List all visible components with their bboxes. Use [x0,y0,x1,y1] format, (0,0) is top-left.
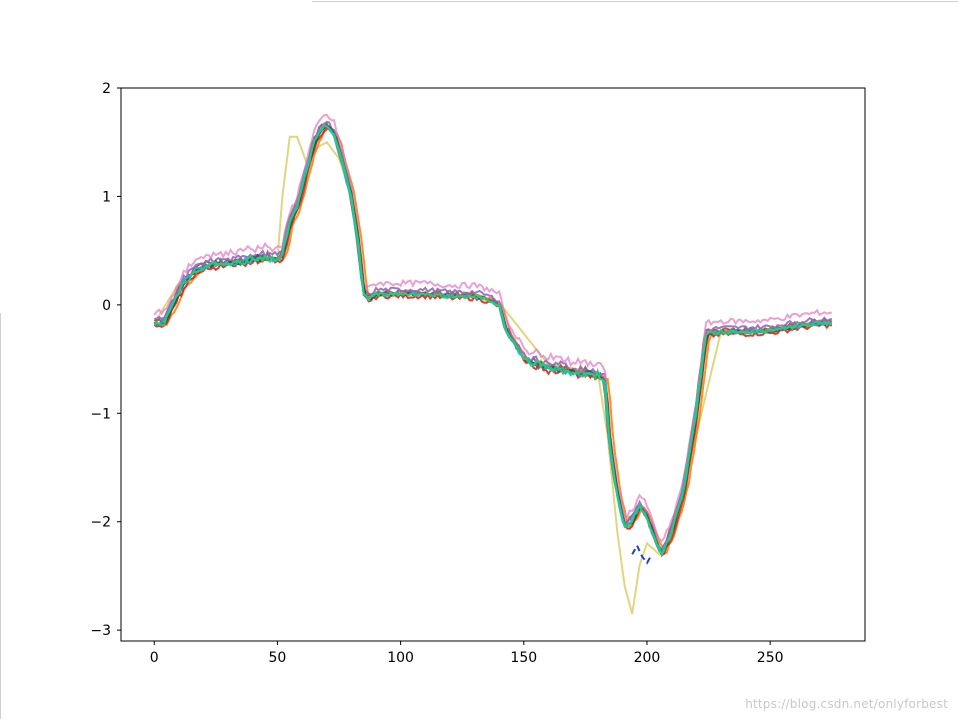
series-line-6 [153,113,832,543]
y-tick-label: −2 [90,515,111,531]
x-axis-ticks: 0 50 100 150 200 250 [150,641,784,666]
y-tick-label: −1 [90,406,111,422]
series-line-outlier [153,135,832,615]
left-border-line [0,313,1,719]
series-line-3 [153,126,833,557]
series-line-8 [153,125,832,557]
x-tick-label: 100 [387,650,414,666]
y-tick-label: 2 [102,81,111,97]
series-line-1 [154,122,833,558]
series-line-9 [153,124,833,558]
x-tick-label: 0 [150,650,159,666]
top-border-line [312,1,958,2]
axes-frame [120,87,866,642]
series-line-7 [153,125,833,553]
x-tick-label: 150 [510,650,537,666]
series-line-2 [153,124,833,556]
y-tick-label: 0 [102,298,111,314]
series-layer [153,113,833,615]
x-tick-label: 200 [634,650,661,666]
y-tick-label: 1 [102,189,111,205]
dashed-series-segment [631,543,653,565]
y-tick-label: −3 [90,623,111,639]
x-tick-label: 50 [269,650,287,666]
x-tick-label: 250 [757,650,784,666]
series-line-5 [154,120,833,552]
watermark-url: https://blog.csdn.net/onlyforbest [745,697,948,711]
y-axis-ticks: 2 1 0 −1 −2 −3 [90,81,121,639]
series-line-4 [153,121,833,553]
